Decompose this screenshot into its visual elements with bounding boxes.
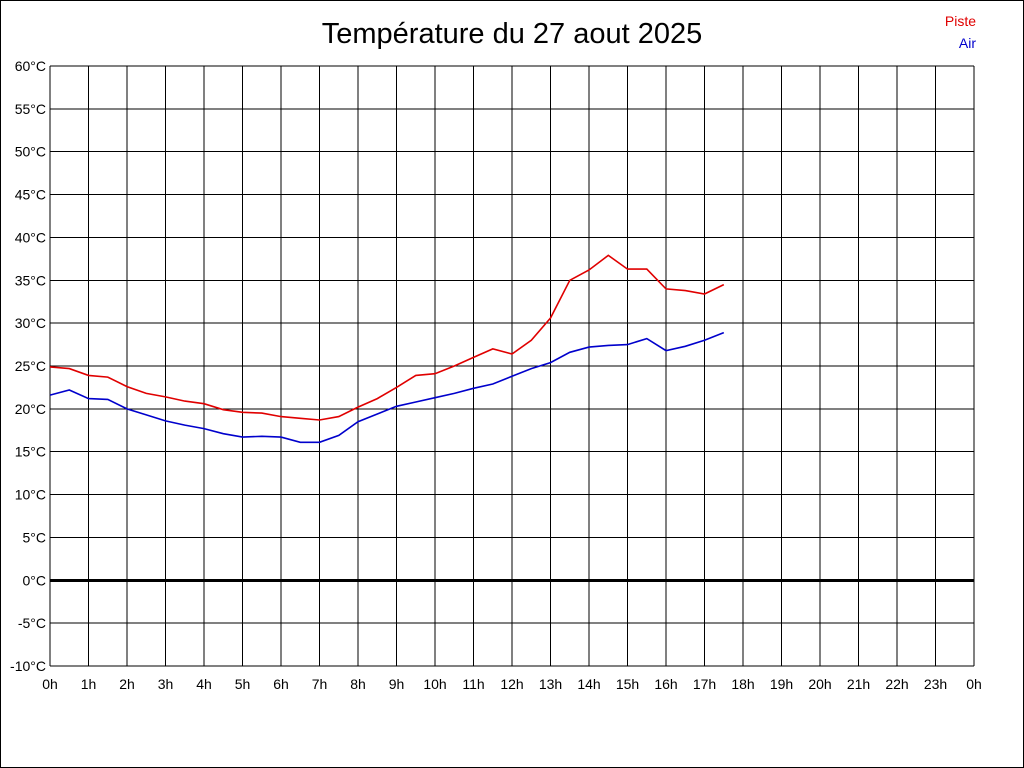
y-tick-label: 35°C (15, 272, 46, 288)
x-tick-label: 8h (350, 676, 366, 692)
x-tick-label: 0h (966, 676, 982, 692)
chart-title: Température du 27 aout 2025 (321, 18, 703, 50)
x-tick-label: 6h (273, 676, 289, 692)
x-tick-label: 22h (885, 676, 908, 692)
y-tick-label: 10°C (15, 487, 46, 503)
x-tick-label: 16h (654, 676, 677, 692)
series-line-air (49, 331, 725, 444)
x-tick-label: 3h (158, 676, 174, 692)
x-tick-label: 0h (42, 676, 58, 692)
legend-item-air: Air (958, 35, 976, 51)
y-tick-label: 20°C (15, 401, 46, 417)
x-tick-label: 20h (808, 676, 831, 692)
y-tick-label: 30°C (15, 315, 46, 331)
x-tick-label: 14h (577, 676, 600, 692)
y-tick-label: -10°C (10, 658, 46, 674)
x-tick-label: 10h (423, 676, 446, 692)
x-tick-label: 23h (924, 676, 947, 692)
y-tick-label: 55°C (15, 101, 46, 117)
y-tick-label: 50°C (15, 144, 46, 160)
y-tick-label: -5°C (18, 615, 46, 631)
y-tick-label: 40°C (15, 229, 46, 245)
x-tick-label: 17h (693, 676, 716, 692)
x-tick-label: 5h (235, 676, 251, 692)
series-line-piste (49, 254, 725, 421)
x-tick-label: 19h (770, 676, 793, 692)
y-tick-label: 25°C (15, 358, 46, 374)
x-tick-label: 12h (500, 676, 523, 692)
x-tick-label: 1h (81, 676, 97, 692)
x-tick-label: 9h (389, 676, 405, 692)
x-tick-label: 21h (847, 676, 870, 692)
x-tick-label: 18h (731, 676, 754, 692)
legend-item-piste: Piste (944, 13, 976, 29)
x-tick-label: 7h (312, 676, 328, 692)
y-tick-label: 45°C (15, 187, 46, 203)
y-tick-label: 15°C (15, 444, 46, 460)
y-tick-label: 5°C (23, 529, 47, 545)
x-tick-label: 4h (196, 676, 212, 692)
x-tick-label: 15h (616, 676, 639, 692)
y-tick-label: 60°C (15, 58, 46, 74)
x-tick-label: 11h (462, 676, 484, 692)
x-tick-label: 13h (539, 676, 562, 692)
x-tick-label: 2h (119, 676, 135, 692)
y-tick-label: 0°C (23, 572, 47, 588)
